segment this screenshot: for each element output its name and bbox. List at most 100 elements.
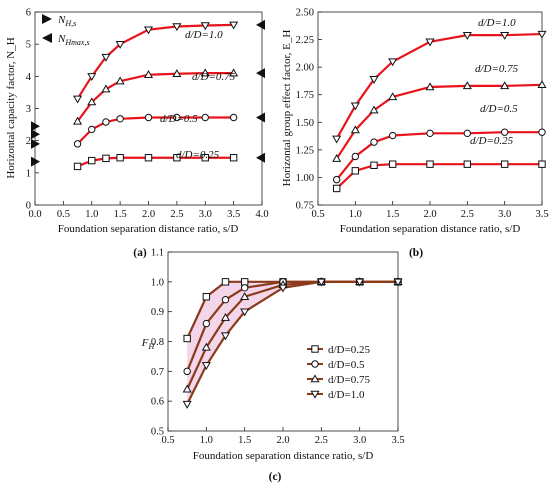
nhmax-marker bbox=[256, 113, 265, 123]
data-point bbox=[241, 279, 247, 285]
series-label-a-2: d/D=0.75 bbox=[192, 71, 236, 83]
x-tick-label: 3.5 bbox=[391, 435, 404, 446]
panel-a-legend: NH,s NHmax,s bbox=[42, 14, 90, 47]
panel-a-xlabel: Foundation separation distance ratio, s/… bbox=[58, 223, 239, 235]
y-tick-label: 4 bbox=[26, 72, 32, 83]
x-tick-label: 2.5 bbox=[170, 209, 183, 220]
data-point bbox=[183, 401, 190, 407]
data-point bbox=[184, 368, 190, 374]
data-point bbox=[427, 161, 433, 167]
data-point bbox=[203, 294, 209, 300]
data-point bbox=[333, 176, 339, 182]
x-tick-label: 4.0 bbox=[255, 209, 268, 220]
data-point bbox=[203, 320, 209, 326]
data-point bbox=[202, 114, 208, 120]
legend-marker bbox=[312, 346, 318, 352]
y-tick-label: 1.00 bbox=[296, 173, 314, 184]
legend-marker-left-triangle bbox=[42, 33, 52, 43]
legend-marker-right-triangle bbox=[42, 14, 52, 24]
data-point bbox=[501, 161, 507, 167]
x-tick-label: 2.0 bbox=[276, 435, 289, 446]
data-point bbox=[389, 161, 395, 167]
data-point bbox=[539, 129, 545, 135]
panel-a-label: (a) bbox=[133, 247, 147, 259]
data-point bbox=[352, 168, 358, 174]
data-point bbox=[333, 136, 340, 142]
data-point bbox=[371, 139, 377, 145]
y-tick-label: 0.7 bbox=[151, 367, 164, 378]
nhmax-marker bbox=[256, 20, 265, 30]
x-tick-label: 1.0 bbox=[200, 435, 213, 446]
legend-label-nhs: NH,s bbox=[57, 14, 76, 28]
y-tick-label: 0.5 bbox=[151, 427, 164, 438]
x-tick-label: 3.5 bbox=[227, 209, 240, 220]
x-tick-label: 3.0 bbox=[353, 435, 366, 446]
x-tick-label: 2.5 bbox=[461, 209, 474, 220]
nhs-marker bbox=[31, 129, 40, 139]
y-tick-label: 1.50 bbox=[296, 118, 314, 129]
panel-b-xlabel: Foundation separation distance ratio, s/… bbox=[340, 223, 521, 235]
x-tick-label: 1.0 bbox=[85, 209, 98, 220]
data-point bbox=[222, 279, 228, 285]
y-tick-label: 1.1 bbox=[151, 248, 164, 259]
panel-c-xlabel: Foundation separation distance ratio, s/… bbox=[193, 450, 374, 462]
series-label-b-2: d/D=0.75 bbox=[475, 63, 519, 75]
data-point bbox=[427, 130, 433, 136]
y-tick-label: 2.00 bbox=[296, 63, 314, 74]
data-point bbox=[222, 297, 228, 303]
nhmax-marker bbox=[256, 153, 265, 163]
y-tick-label: 5 bbox=[26, 40, 31, 51]
data-point bbox=[74, 96, 81, 102]
x-tick-label: 1.5 bbox=[386, 209, 399, 220]
y-tick-label: 0.75 bbox=[296, 201, 314, 212]
x-tick-label: 2.0 bbox=[423, 209, 436, 220]
data-point bbox=[333, 185, 339, 191]
x-tick-label: 3.0 bbox=[498, 209, 511, 220]
panel-a: 0.0 0.5 1.0 1.5 2.0 2.5 3.0 3.5 4.0 0 1 2 3 4 5 6 NH,s … bbox=[5, 8, 269, 260]
data-point bbox=[371, 162, 377, 168]
panel-c: 0.5 1.0 1.5 2.0 2.5 3.0 3.5 0.5 0.6 0.7 0.8 0.9 1.0 1… bbox=[141, 248, 405, 484]
series-label-a-3: d/D=0.5 bbox=[160, 113, 198, 125]
y-tick-label: 0.9 bbox=[151, 307, 164, 318]
x-tick-label: 2.5 bbox=[315, 435, 328, 446]
series-label-a-1: d/D=1.0 bbox=[185, 29, 223, 41]
data-point bbox=[74, 141, 80, 147]
y-tick-label: 2.50 bbox=[296, 8, 314, 19]
data-point bbox=[145, 155, 151, 161]
nhs-marker bbox=[31, 157, 40, 167]
series-label-b-4: d/D=0.25 bbox=[470, 135, 514, 147]
data-point bbox=[241, 285, 247, 291]
data-point bbox=[230, 114, 236, 120]
data-point bbox=[389, 132, 395, 138]
x-tick-label: 1.5 bbox=[114, 209, 127, 220]
x-tick-label: 3.5 bbox=[535, 209, 548, 220]
y-tick-label: 2.25 bbox=[296, 35, 314, 46]
x-tick-label: 3.0 bbox=[199, 209, 212, 220]
x-tick-label: 1.0 bbox=[349, 209, 362, 220]
data-point bbox=[539, 161, 545, 167]
panel-b: 0.5 1.0 1.5 2.0 2.5 3.0 3.5 0.75 1.00 1.25 1.50 1.7… bbox=[281, 8, 549, 260]
panel-a-ylabel: Horizontal capacity factor, N_H bbox=[5, 37, 17, 178]
data-point bbox=[103, 119, 109, 125]
x-tick-label: 2.0 bbox=[142, 209, 155, 220]
y-tick-label: 0 bbox=[26, 201, 31, 212]
data-point bbox=[117, 116, 123, 122]
panel-b-label: (b) bbox=[409, 247, 423, 259]
data-point bbox=[117, 155, 123, 161]
data-point bbox=[145, 114, 151, 120]
x-tick-label: 0.5 bbox=[57, 209, 70, 220]
panel-c-legend: d/D=0.25 d/D=0.5 d/D=0.75 d/D=1.0 bbox=[307, 344, 370, 401]
nhmax-marker bbox=[256, 68, 265, 78]
data-point bbox=[74, 163, 80, 169]
series-line bbox=[78, 118, 234, 144]
data-point bbox=[89, 157, 95, 163]
data-point bbox=[464, 161, 470, 167]
series-label-a-4: d/D=0.25 bbox=[176, 149, 220, 161]
legend-label-nhmaxs: NHmax,s bbox=[57, 33, 90, 47]
data-point bbox=[103, 155, 109, 161]
series-label-b-3: d/D=0.5 bbox=[480, 103, 518, 115]
y-tick-label: 1.0 bbox=[151, 277, 164, 288]
series-line bbox=[337, 164, 542, 188]
y-tick-label: 2 bbox=[26, 136, 31, 147]
